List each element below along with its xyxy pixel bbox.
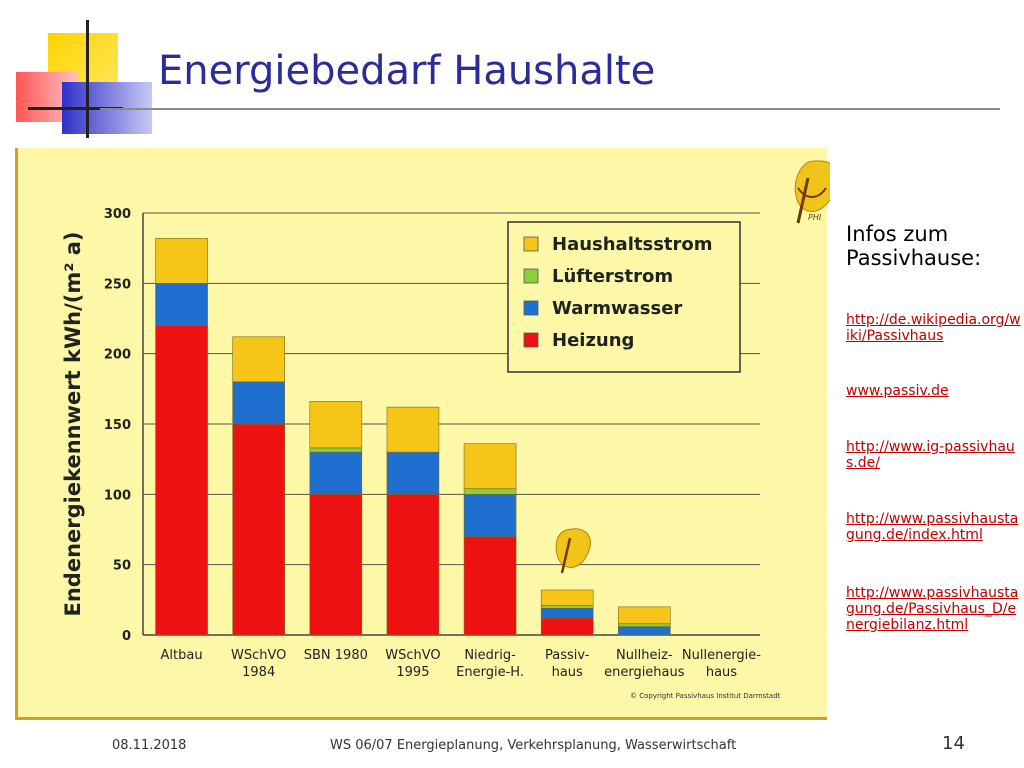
passivhaus-logo-icon	[555, 528, 591, 574]
x-tick-line: WSchVO	[385, 648, 440, 663]
x-tick-label: WSchVO 1995	[385, 648, 440, 680]
x-tick-line: Nullheiz-	[616, 648, 673, 663]
footer-date: 08.11.2018	[112, 738, 187, 753]
legend-label: Heizung	[552, 330, 634, 351]
y-tick-label: 150	[104, 418, 131, 433]
legend-label: Warmwasser	[552, 298, 682, 319]
bar-segment-lüfterstrom	[618, 623, 671, 627]
phi-logo-stem	[796, 177, 810, 224]
bar-segment-warmwasser	[386, 451, 440, 495]
x-tick-label: Niedrig- Energie-H.	[456, 648, 524, 680]
bar-segment-warmwasser	[463, 494, 517, 537]
legend-box	[507, 221, 741, 373]
legend-label: Haushaltsstrom	[552, 234, 713, 255]
bar-segment-heizung	[309, 494, 363, 636]
legend-swatch	[523, 236, 539, 252]
link-passivhaustagung-index[interactable]: http://www.passivhaustagung.de/index.htm…	[846, 511, 1019, 543]
x-tick-line: Passiv-	[545, 648, 590, 663]
x-tick-label: Altbau	[161, 648, 203, 663]
legend-swatch	[523, 268, 539, 284]
x-tick-line: Nullenergie-	[682, 648, 761, 663]
bar-segment-warmwasser	[540, 607, 594, 619]
x-tick-line: haus	[552, 665, 583, 680]
y-tick-label: 200	[104, 348, 131, 363]
link-passiv[interactable]: www.passiv.de	[846, 383, 949, 399]
corner-decoration	[0, 0, 160, 145]
y-axis-label: Endenergiekennwert kWh/(m² a)	[61, 232, 85, 617]
x-tick-line: Energie-H.	[456, 665, 524, 680]
x-tick-label: Passiv-haus	[545, 648, 590, 680]
bar-segment-lüfterstrom	[540, 605, 594, 609]
bar-segment-warmwasser	[155, 283, 208, 326]
x-tick-line: WSchVO	[231, 648, 286, 663]
bar-segment-heizung	[155, 325, 208, 636]
info-panel: Infos zum Passivhause: http://de.wikiped…	[846, 222, 1021, 665]
slide-title: Energiebedarf Haushalte	[158, 48, 656, 94]
bar-segment-heizung	[232, 423, 285, 636]
phi-logo-curve	[797, 187, 827, 198]
passivhaus-logo-leaf	[555, 528, 591, 568]
x-tick-label: SBN 1980	[304, 648, 368, 663]
horizontal-line	[28, 107, 123, 110]
bar-segment-haushaltsstrom	[618, 606, 671, 625]
bar-segment-heizung	[386, 494, 440, 636]
y-tick-label: 250	[104, 277, 131, 292]
y-tick-label: 100	[104, 488, 131, 503]
bar-segment-lüfterstrom	[463, 488, 517, 495]
legend: Haushaltsstrom Lüfterstrom Warmwasser Heizu…	[507, 221, 741, 373]
title-divider	[100, 108, 1000, 110]
x-tick-label: Nullheiz-energiehaus	[604, 648, 685, 680]
bar-segment-lüfterstrom	[309, 447, 363, 453]
bar-segment-haushaltsstrom	[463, 443, 517, 490]
info-heading: Infos zum Passivhause:	[846, 222, 982, 270]
x-tick-line: SBN 1980	[304, 648, 368, 663]
legend-swatch	[523, 332, 539, 348]
phi-logo-text: PHI	[808, 213, 822, 222]
bar-segment-haushaltsstrom	[386, 406, 440, 453]
y-tick-label: 300	[104, 207, 131, 222]
link-wikipedia[interactable]: http://de.wikipedia.org/wiki/Passivhaus	[846, 312, 1021, 344]
bar-segment-warmwasser	[309, 451, 363, 495]
bar-segment-heizung	[463, 536, 517, 636]
chart-panel: 0 50 100 150 200 250 300 Endenergiekennwert kWh…	[15, 148, 830, 720]
page-number: 14	[942, 733, 965, 754]
legend-label: Lüfterstrom	[552, 266, 673, 287]
x-tick-label: Nullenergie-haus	[682, 648, 761, 680]
phi-logo-icon: PHI	[794, 160, 830, 224]
footer-course: WS 06/07 Energieplanung, Verkehrsplanung…	[330, 738, 737, 753]
link-list: http://de.wikipedia.org/wiki/Passivhaus …	[846, 312, 1021, 633]
x-tick-label: WSchVO 1984	[231, 648, 286, 680]
phi-logo-leaf	[794, 160, 830, 212]
x-tick-line: haus	[706, 665, 737, 680]
bar-segment-heizung	[540, 617, 594, 636]
energy-chart: 0 50 100 150 200 250 300 Endenergiekennwert kWh…	[61, 160, 830, 700]
link-ig-passivhaus[interactable]: http://www.ig-passivhaus.de/	[846, 439, 1015, 471]
x-tick-line: 1984	[242, 665, 275, 680]
bar-segment-haushaltsstrom	[232, 336, 285, 383]
copyright-note: © Copyright Passivhaus Institut Darmstad…	[630, 692, 781, 700]
x-tick-line: energiehaus	[604, 665, 685, 680]
passivhaus-logo-stem	[560, 537, 572, 574]
y-tick-label: 0	[122, 629, 131, 644]
bar-segment-haushaltsstrom	[309, 401, 363, 449]
bar-segment-warmwasser	[232, 381, 285, 425]
bar-segment-warmwasser	[618, 626, 671, 636]
vertical-line	[86, 20, 89, 138]
x-tick-line: 1995	[396, 665, 429, 680]
legend-swatch	[523, 300, 539, 316]
y-tick-label: 50	[113, 559, 131, 574]
x-tick-line: Altbau	[161, 648, 203, 663]
bar-segment-haushaltsstrom	[155, 238, 208, 284]
x-tick-line: Niedrig-	[464, 648, 516, 663]
bar-segment-haushaltsstrom	[540, 589, 594, 606]
link-passivhaustagung-energiebilanz[interactable]: http://www.passivhaustagung.de/Passivhau…	[846, 585, 1019, 633]
